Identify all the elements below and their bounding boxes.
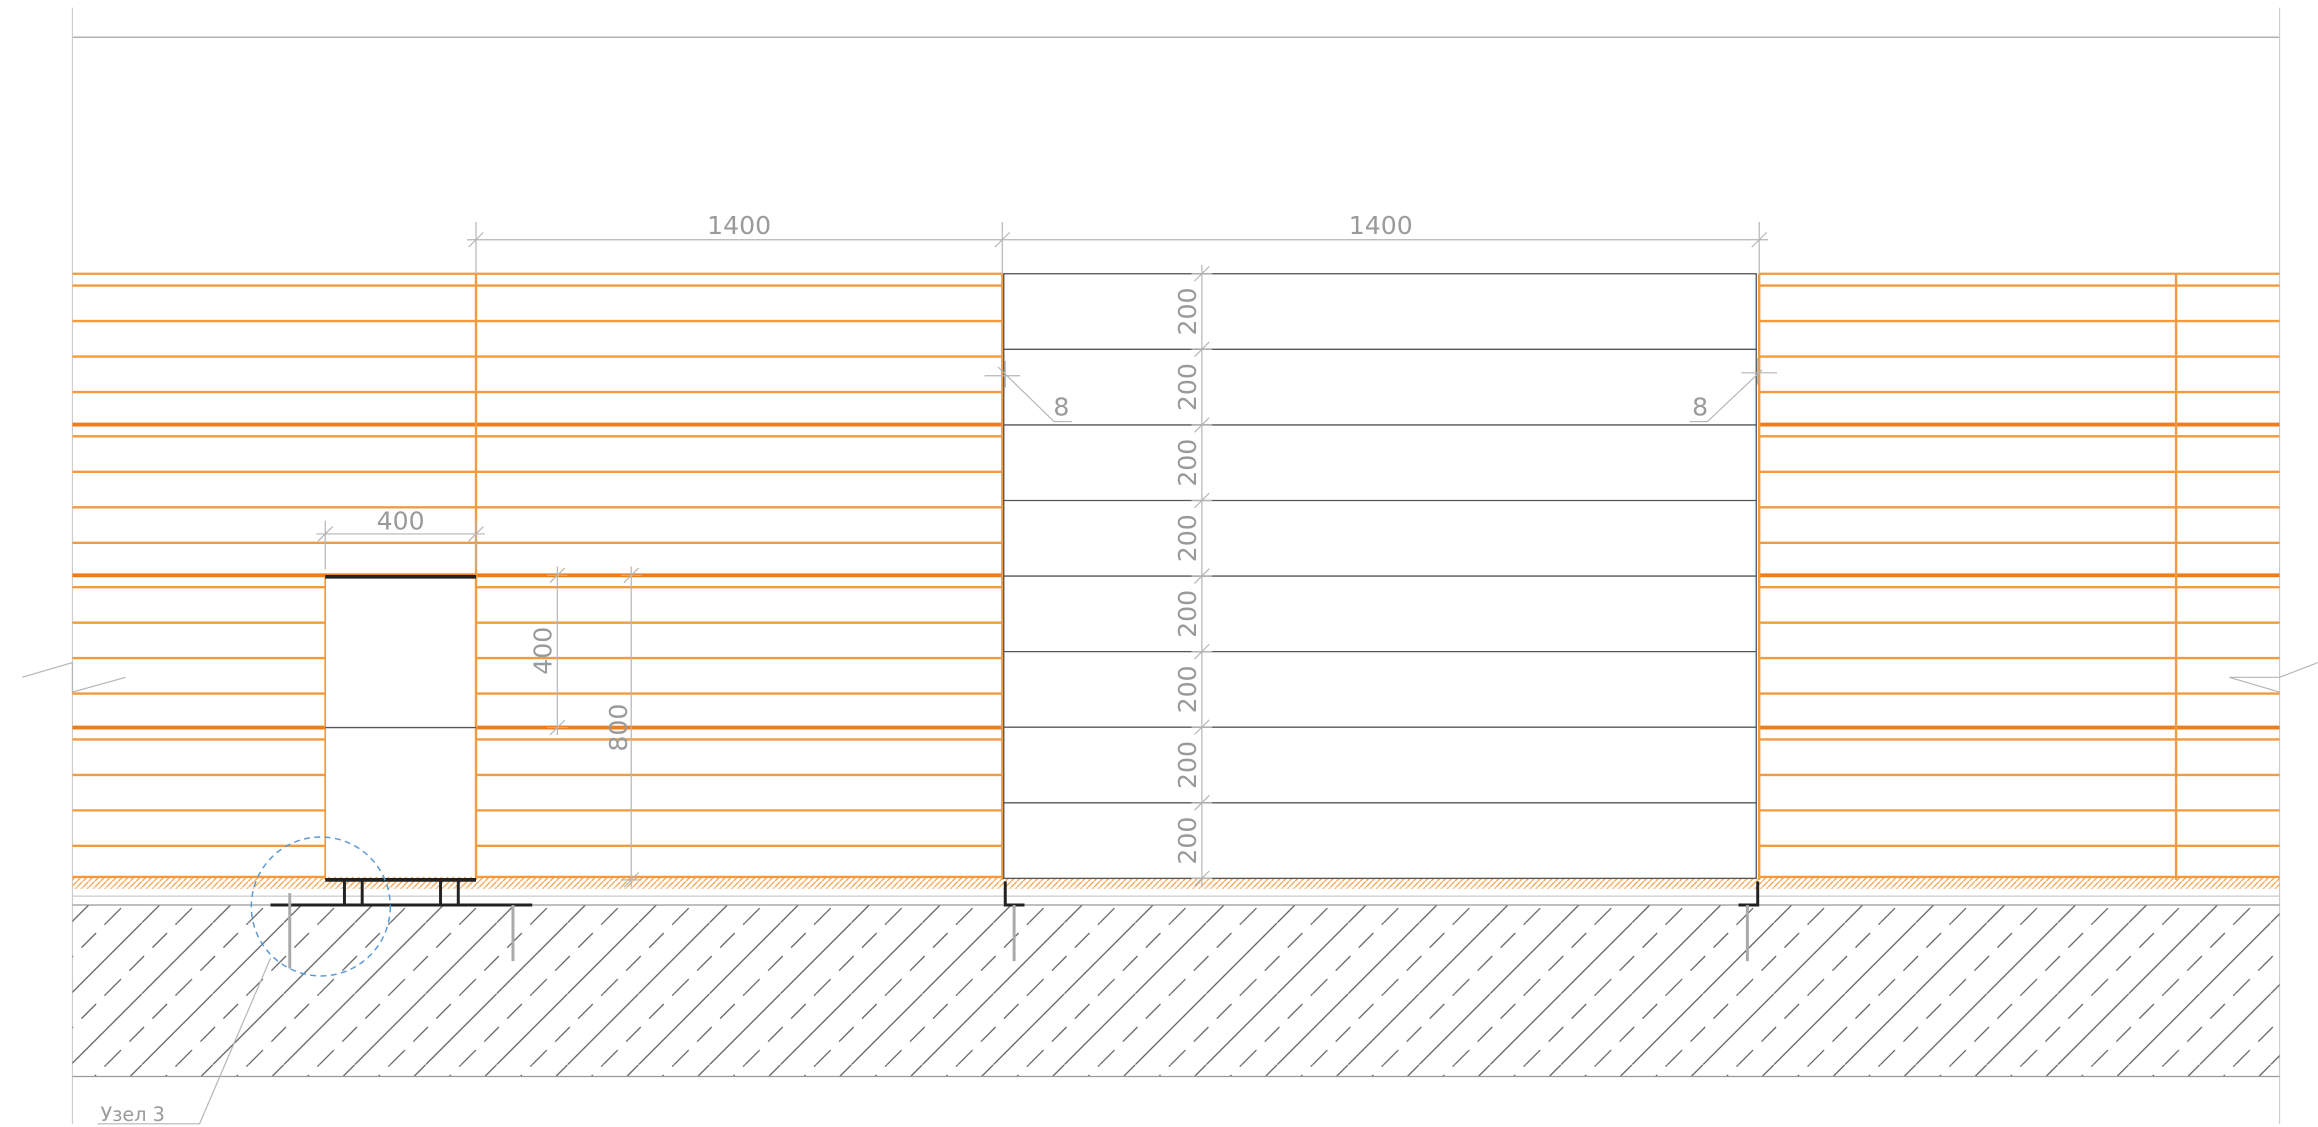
dim-text: 1400: [1349, 211, 1413, 240]
dim-text: 200: [1173, 590, 1202, 638]
dim-line: [984, 358, 1777, 423]
dim-text: 8: [1692, 393, 1708, 422]
door-panels: [1003, 348, 1757, 804]
dim-text: 400: [377, 506, 425, 535]
callout-text: Узел 3: [101, 1103, 165, 1126]
dim-tick: [1191, 417, 1213, 433]
callout-leader: [97, 957, 272, 1125]
dim-text: 8: [1053, 393, 1069, 422]
ground-hatch: [72, 904, 2280, 1077]
dim-tick: [1191, 643, 1213, 660]
dim-text: 400: [528, 627, 557, 675]
dim-tick: [1191, 341, 1213, 358]
dim-tick: [1191, 870, 1213, 887]
dim-tick: [1191, 568, 1213, 584]
plinth-strip: [72, 876, 2280, 889]
dim-tick: [1191, 492, 1213, 509]
support: [270, 881, 533, 907]
dim-text: 200: [1173, 363, 1202, 411]
panel-dimensions: 200 200 200 200 200 200 200 200: [1173, 264, 1213, 888]
dim-text: 800: [604, 704, 633, 752]
dim-text: 200: [1173, 439, 1202, 487]
dim-tick: [1191, 265, 1213, 282]
callout-circle: [250, 836, 392, 977]
break-line: [2229, 661, 2318, 693]
dim-text: 200: [1173, 514, 1202, 562]
anchor: [288, 893, 1749, 969]
break-line: [22, 661, 126, 693]
siding: [72, 272, 2280, 880]
dim-text: 200: [1173, 817, 1202, 865]
dim-line: [316, 520, 485, 570]
dim-text: 200: [1173, 665, 1202, 713]
door-frame: [1003, 881, 1760, 907]
dim-tick: [1191, 719, 1213, 736]
dim-line: [467, 222, 1769, 274]
dim-text: 1400: [707, 211, 771, 240]
dim-tick: [1191, 794, 1213, 811]
dim-text: 200: [1173, 741, 1202, 789]
dim-text: 200: [1173, 288, 1202, 336]
dim-line: [546, 566, 642, 888]
